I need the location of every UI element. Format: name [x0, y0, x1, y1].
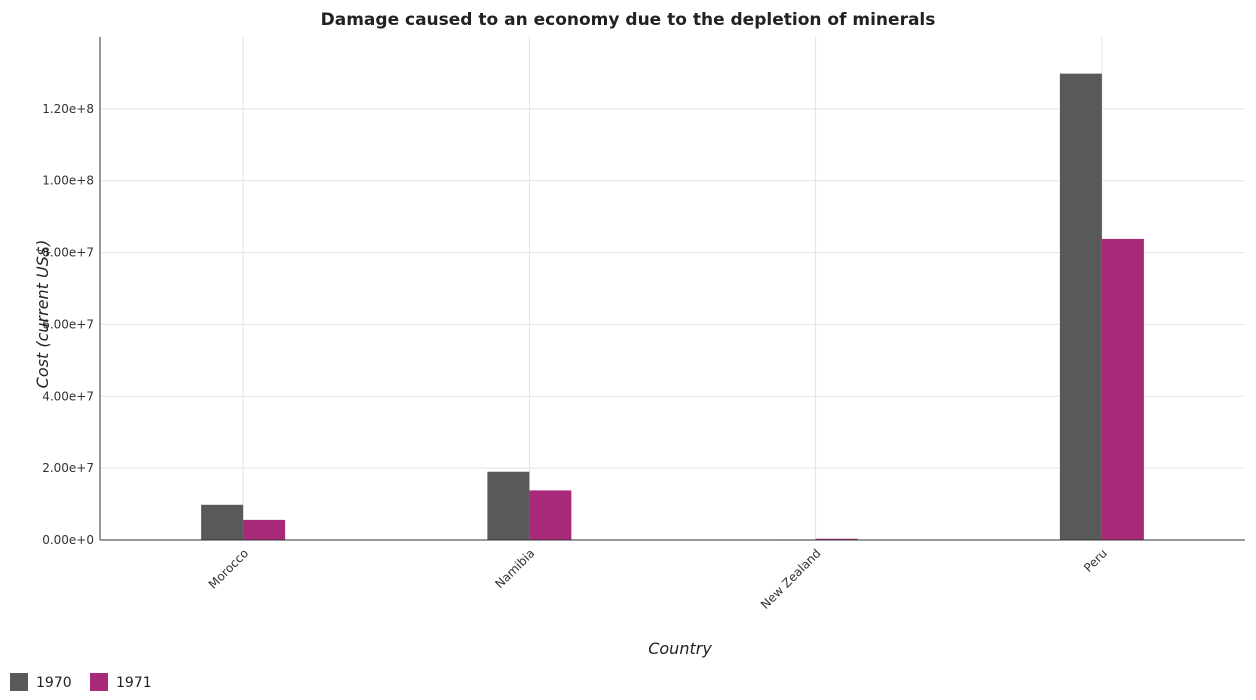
x-tick-label: Namibia [492, 546, 537, 591]
legend-label-1971: 1971 [116, 675, 152, 691]
axes [99, 37, 1245, 541]
bar-1971-morocco [243, 519, 286, 540]
y-tick-label: 0.00e+0 [42, 533, 94, 547]
legend-label-1970: 1970 [36, 675, 72, 691]
y-axis-label: Cost (current US$) [33, 240, 52, 389]
x-tick-label: Morocco [206, 546, 251, 591]
bars [201, 73, 1144, 540]
legend-swatch-1970 [10, 673, 28, 691]
bar-1971-namibia [529, 490, 572, 540]
y-tick-label: 6.00e+7 [42, 317, 94, 331]
bar-1971-peru [1101, 238, 1144, 540]
y-tick-label: 2.00e+7 [42, 461, 94, 475]
x-tick-label: Peru [1081, 546, 1110, 575]
y-tick-label: 1.20e+8 [42, 102, 94, 116]
bar-1971-new-zealand [815, 538, 858, 540]
legend-swatch-1971 [90, 673, 108, 691]
x-axis-label: Country [648, 639, 712, 658]
legend: 1970 1971 [10, 673, 152, 691]
y-tick-label: 1.00e+8 [42, 174, 94, 188]
y-tick-label: 4.00e+7 [42, 389, 94, 403]
chart-title: Damage caused to an economy due to the d… [321, 10, 936, 30]
bar-1970-namibia [487, 471, 530, 540]
x-tick-label: New Zealand [758, 546, 824, 612]
y-tick-label: 8.00e+7 [42, 246, 94, 260]
bar-1970-morocco [201, 504, 244, 540]
bar-1970-peru [1059, 73, 1102, 540]
